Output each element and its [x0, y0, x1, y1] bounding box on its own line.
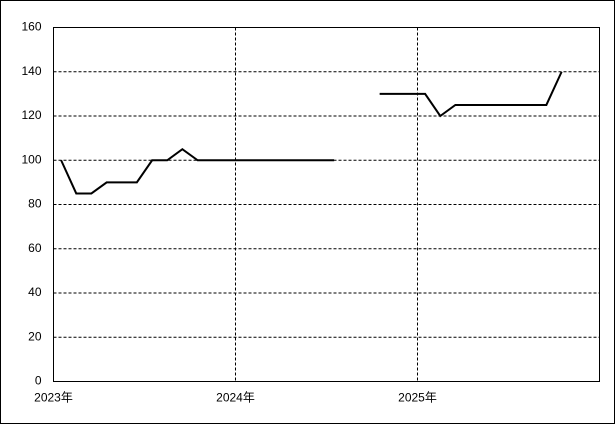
y-tick-label: 80: [28, 197, 42, 211]
x-tick-label: 2025年: [398, 391, 437, 405]
y-tick-label: 120: [21, 108, 41, 122]
y-tick-label: 100: [21, 152, 41, 166]
y-tick-label: 20: [28, 329, 42, 343]
data-line: [379, 71, 563, 118]
y-tick-label: 140: [21, 64, 41, 78]
y-tick-label: 160: [21, 20, 41, 34]
y-tick-label: 40: [28, 285, 42, 299]
x-tick-label: 2024年: [216, 391, 255, 405]
x-tick-label: 2023年: [34, 391, 73, 405]
y-tick-label: 0: [35, 374, 42, 388]
y-tick-label: 60: [28, 241, 42, 255]
data-line: [60, 147, 335, 195]
